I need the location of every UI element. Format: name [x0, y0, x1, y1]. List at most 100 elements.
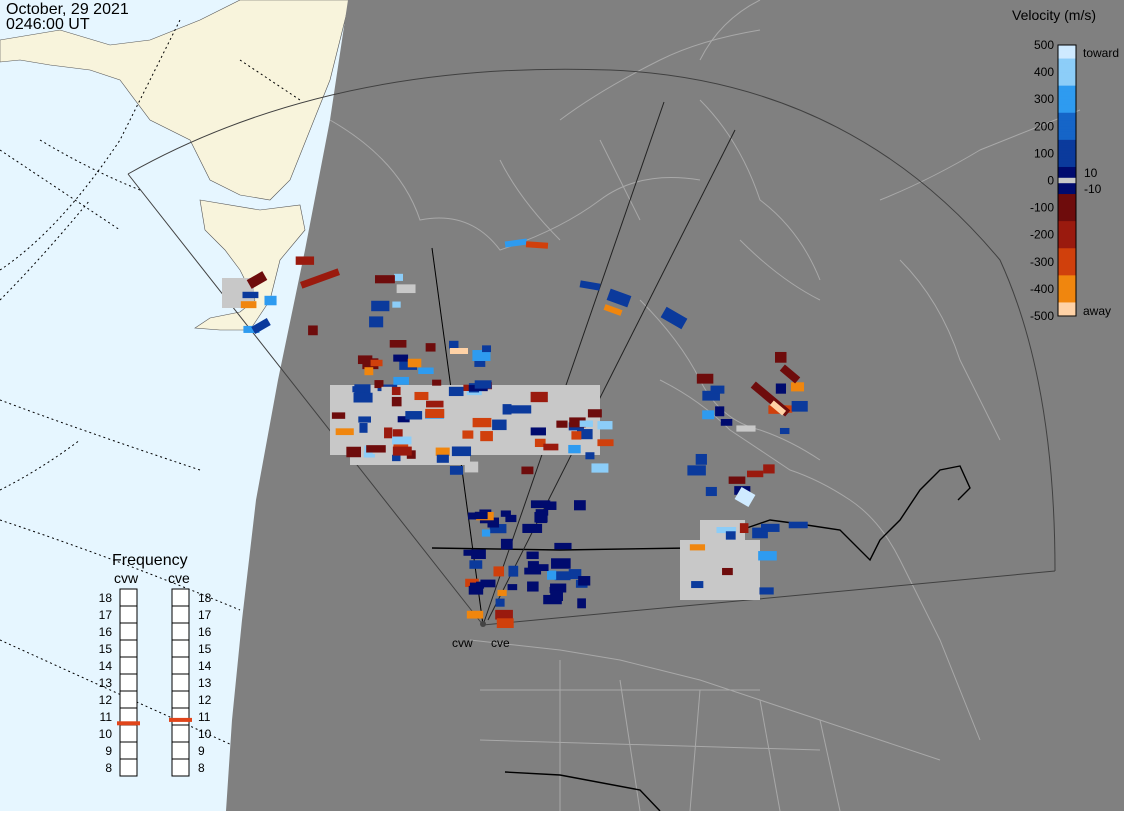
echo-feature	[246, 271, 268, 289]
color-bar-segment	[1058, 164, 1076, 168]
echo-feature	[660, 306, 688, 330]
echo-cell	[240, 301, 257, 309]
radar-sites: cvw cve	[452, 621, 510, 650]
frequency-panel: Frequency cvw cve 1817161514131211109818…	[99, 552, 212, 777]
color-bar-segment	[1058, 297, 1076, 301]
echo-cell	[554, 571, 571, 581]
echo-cell	[335, 428, 354, 436]
night-region	[226, 0, 1124, 811]
echo-cell	[591, 463, 609, 473]
echo-cell	[550, 590, 563, 602]
color-bar-tick-label: 100	[1034, 146, 1054, 160]
color-bar-segment	[1058, 99, 1076, 103]
color-bar-segment	[1058, 275, 1076, 279]
color-bar-segment	[1058, 242, 1076, 247]
echo-cell	[392, 446, 412, 456]
echo-cell	[507, 584, 518, 591]
echo-cell	[295, 256, 315, 265]
echo-cell	[687, 465, 706, 476]
color-bar-segment	[1058, 115, 1076, 119]
color-bar-segment	[1058, 134, 1076, 138]
echo-cell	[568, 569, 582, 580]
echo-cell	[493, 566, 505, 577]
echo-cell	[393, 354, 409, 362]
echo-cell	[474, 380, 492, 389]
echo-cell	[370, 359, 383, 367]
color-bar-segment	[1058, 101, 1076, 106]
color-bar-segment	[1058, 77, 1076, 81]
frequency-scale-label: 15	[198, 642, 212, 656]
color-bar-segment	[1058, 234, 1076, 239]
echo-cell	[364, 367, 374, 376]
echo-cell	[480, 579, 496, 588]
echo-cell	[405, 411, 423, 420]
color-bar-segment	[1058, 82, 1076, 87]
echo-cell	[436, 441, 448, 453]
echo-cell	[527, 581, 539, 592]
color-bar-segment	[1058, 183, 1076, 187]
echo-cell	[725, 531, 736, 540]
echo-feature	[525, 241, 549, 249]
echo-cell	[466, 610, 484, 619]
echo-cell	[359, 423, 368, 433]
color-bar-segment	[1058, 80, 1076, 84]
color-bar-segment	[1058, 161, 1076, 165]
echo-cell	[547, 570, 557, 580]
echo-cell	[331, 412, 346, 419]
echo-cell	[511, 405, 532, 414]
echo-cell	[530, 427, 546, 436]
color-bar-segment	[1058, 166, 1076, 171]
color-bar-segment	[1058, 240, 1076, 244]
color-bar-segment	[1058, 107, 1076, 111]
echo-cell	[353, 392, 373, 403]
frequency-scale-label: 17	[99, 608, 113, 622]
frequency-scale-label: 13	[99, 676, 113, 690]
frequency-scale-label: 10	[99, 727, 113, 741]
echo-cell	[492, 419, 507, 431]
echo-cell	[573, 500, 586, 511]
echo-cell	[524, 567, 542, 575]
echo-cell	[474, 360, 486, 367]
frequency-scale-label: 18	[99, 591, 113, 605]
echo-cell	[451, 446, 472, 457]
echo-cell	[243, 325, 260, 333]
color-bar-segment	[1058, 215, 1076, 220]
echo-cell	[472, 350, 491, 362]
color-bar-segment	[1058, 218, 1076, 222]
site-label-cve: cve	[491, 636, 510, 650]
color-bar-tick-label: -200	[1030, 228, 1054, 242]
echo-cell	[576, 429, 593, 440]
color-bar-segment	[1058, 283, 1076, 287]
color-bar-frame	[1057, 44, 1077, 317]
echo-cell	[366, 445, 386, 453]
echo-cell	[585, 452, 595, 460]
echo-cell	[759, 587, 774, 595]
echo-cell	[389, 340, 407, 348]
echo-cell	[469, 560, 483, 569]
freq-radar-cvw: cvw	[114, 570, 139, 586]
echo-cell	[508, 565, 519, 577]
echo-cell	[393, 440, 409, 449]
echo-cell	[579, 420, 593, 427]
echo-cell	[691, 581, 704, 589]
echo-cell	[394, 273, 404, 281]
echo-cell	[357, 355, 373, 365]
color-bar-segment	[1058, 61, 1076, 65]
color-bar-segment	[1058, 213, 1076, 217]
color-bar-segment	[1058, 63, 1076, 68]
echo-cell	[791, 400, 808, 412]
echo-cell	[522, 523, 543, 533]
color-bar-segment	[1058, 172, 1076, 176]
color-bar-segment	[1058, 129, 1076, 133]
frequency-scale-box	[171, 588, 190, 777]
echo-cell	[464, 461, 479, 473]
echo-cell	[435, 447, 450, 456]
echo-cell	[578, 576, 591, 586]
frequency-scale-label: 14	[99, 659, 113, 673]
color-bar-segment	[1058, 264, 1076, 268]
frequency-title: Frequency	[112, 552, 188, 569]
echo-cell	[722, 567, 733, 576]
color-bar-segment	[1058, 96, 1076, 100]
